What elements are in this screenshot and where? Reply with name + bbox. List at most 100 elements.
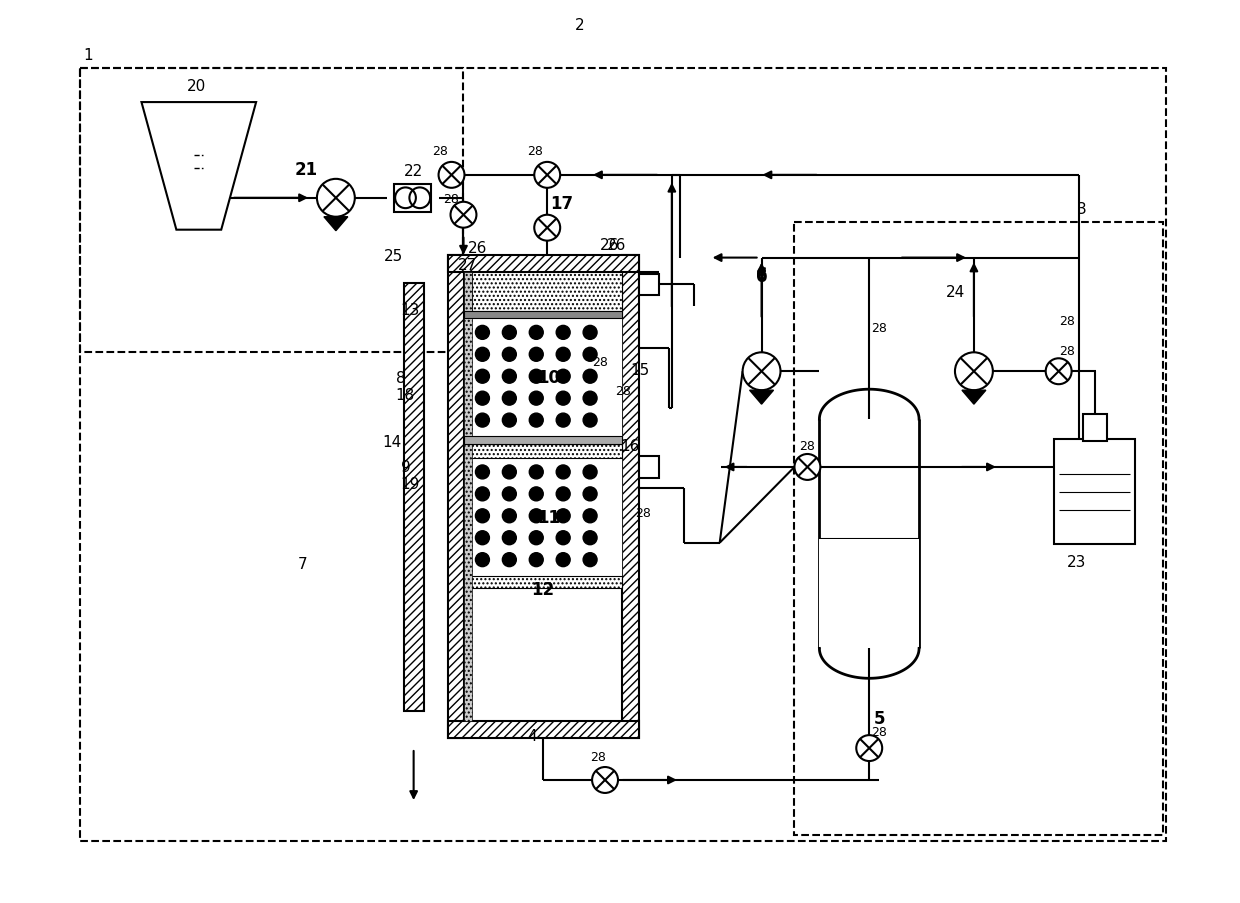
Circle shape: [475, 348, 490, 362]
Text: 6: 6: [756, 265, 768, 284]
Circle shape: [955, 353, 993, 391]
Bar: [465, 312, 622, 319]
Circle shape: [583, 488, 598, 501]
Polygon shape: [962, 391, 986, 405]
Circle shape: [529, 370, 543, 384]
Circle shape: [502, 414, 516, 428]
Circle shape: [502, 392, 516, 405]
Circle shape: [502, 326, 516, 340]
Text: 22: 22: [404, 163, 423, 179]
Bar: [1054, 440, 1136, 545]
Text: 11: 11: [537, 508, 559, 526]
Text: 12: 12: [532, 580, 554, 598]
Polygon shape: [141, 103, 257, 230]
Text: 4: 4: [527, 729, 537, 743]
Bar: [79, 70, 1167, 841]
Bar: [639, 457, 658, 479]
Circle shape: [557, 348, 570, 362]
Circle shape: [583, 414, 598, 428]
Circle shape: [557, 553, 570, 567]
Bar: [448, 256, 465, 739]
Bar: [79, 70, 464, 353]
Circle shape: [502, 531, 516, 545]
Text: 28: 28: [872, 725, 887, 739]
Circle shape: [743, 353, 780, 391]
Text: 28: 28: [1059, 315, 1075, 328]
Circle shape: [529, 326, 543, 340]
Text: 28: 28: [527, 144, 543, 158]
Circle shape: [557, 414, 570, 428]
Circle shape: [529, 509, 543, 523]
Circle shape: [502, 348, 516, 362]
Circle shape: [557, 509, 570, 523]
Circle shape: [557, 531, 570, 545]
Circle shape: [557, 488, 570, 501]
Bar: [622, 256, 639, 739]
Circle shape: [317, 180, 355, 218]
Bar: [465, 272, 472, 721]
Bar: [472, 272, 622, 312]
Circle shape: [1045, 358, 1071, 385]
Text: 28: 28: [444, 192, 460, 206]
Text: 9: 9: [401, 460, 410, 475]
Circle shape: [502, 509, 516, 523]
Circle shape: [583, 326, 598, 340]
Circle shape: [475, 392, 490, 405]
Circle shape: [475, 326, 490, 340]
Circle shape: [857, 735, 882, 761]
Circle shape: [583, 370, 598, 384]
Circle shape: [534, 163, 560, 189]
Text: 2: 2: [575, 18, 585, 33]
Circle shape: [439, 163, 465, 189]
Circle shape: [591, 768, 618, 793]
Circle shape: [529, 465, 543, 479]
Text: 18: 18: [396, 387, 415, 402]
Circle shape: [475, 553, 490, 567]
Text: 6: 6: [756, 267, 768, 285]
Circle shape: [795, 454, 821, 480]
Circle shape: [475, 465, 490, 479]
Circle shape: [534, 216, 560, 241]
Text: 19: 19: [401, 477, 420, 492]
Circle shape: [529, 392, 543, 405]
Text: 21: 21: [294, 161, 317, 179]
Text: 24: 24: [946, 285, 966, 300]
Text: 5: 5: [873, 710, 885, 728]
Polygon shape: [324, 218, 348, 231]
Circle shape: [583, 509, 598, 523]
Text: 25: 25: [383, 248, 403, 264]
Circle shape: [583, 531, 598, 545]
Text: 28: 28: [872, 321, 887, 334]
Bar: [639, 275, 658, 296]
Circle shape: [502, 488, 516, 501]
Circle shape: [557, 392, 570, 405]
Bar: [465, 436, 622, 444]
Text: 26: 26: [600, 237, 620, 253]
Bar: [448, 721, 639, 739]
Text: 28: 28: [433, 144, 449, 158]
Text: 3: 3: [1076, 201, 1086, 217]
Circle shape: [583, 348, 598, 362]
Bar: [394, 184, 430, 213]
Circle shape: [529, 531, 543, 545]
Bar: [795, 222, 1163, 835]
Circle shape: [583, 392, 598, 405]
Text: 28: 28: [593, 356, 608, 368]
Circle shape: [529, 488, 543, 501]
Circle shape: [557, 326, 570, 340]
Bar: [465, 459, 622, 576]
Circle shape: [583, 465, 598, 479]
Bar: [465, 319, 622, 436]
Circle shape: [450, 202, 476, 228]
Circle shape: [502, 553, 516, 567]
Text: 7: 7: [298, 556, 308, 572]
Text: 17: 17: [551, 194, 574, 212]
Bar: [465, 444, 622, 459]
Text: 28: 28: [615, 385, 631, 397]
Bar: [820, 539, 919, 648]
Text: 28: 28: [800, 440, 816, 452]
Circle shape: [502, 465, 516, 479]
Circle shape: [529, 414, 543, 428]
Circle shape: [475, 509, 490, 523]
Bar: [465, 576, 622, 588]
